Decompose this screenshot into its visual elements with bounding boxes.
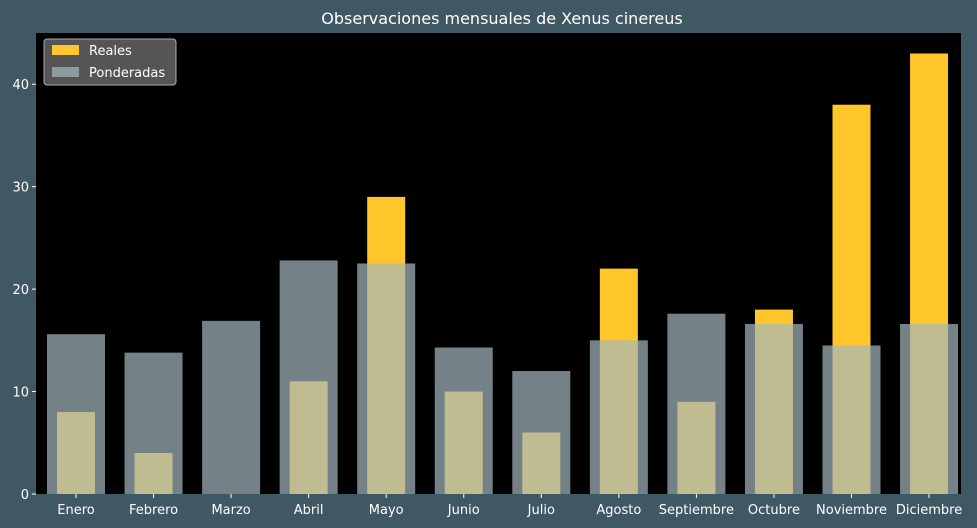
y-tick-label: 40 (12, 78, 29, 93)
bar-ponderadas-diciembre (900, 323, 959, 494)
y-tick-label: 20 (12, 283, 29, 298)
x-tick-label: Noviembre (816, 503, 887, 518)
legend-label-reales: Reales (89, 44, 132, 59)
x-tick-label: Marzo (211, 503, 250, 518)
legend-label-ponderadas: Ponderadas (89, 66, 165, 81)
x-tick-label: Febrero (129, 503, 178, 518)
bar-ponderadas-enero (47, 334, 105, 494)
y-axis: 0 10 20 30 40 (12, 78, 36, 503)
legend-swatch-reales (52, 45, 79, 55)
y-tick-label: 10 (12, 386, 29, 401)
y-tick-label: 30 (12, 181, 29, 196)
x-tick-label: Enero (57, 503, 95, 518)
bar-ponderadas-julio (512, 371, 571, 494)
bar-ponderadas-abril (279, 260, 338, 494)
x-tick-label: Septiembre (659, 503, 734, 518)
series-ponderadas (47, 260, 959, 494)
x-tick-label: Mayo (369, 503, 404, 518)
legend-swatch-ponderadas (52, 67, 79, 77)
bar-ponderadas-junio (434, 347, 493, 494)
x-tick-label: Julio (527, 503, 555, 518)
bar-ponderadas-mayo (357, 263, 416, 494)
bar-ponderadas-septiembre (667, 313, 726, 494)
bar-ponderadas-febrero (124, 352, 183, 494)
bar-ponderadas-agosto (589, 340, 648, 494)
x-tick-label: Octubre (748, 503, 800, 518)
legend: Reales Ponderadas (43, 38, 177, 86)
bar-ponderadas-noviembre (822, 345, 881, 494)
x-tick-label: Abril (294, 503, 324, 518)
x-tick-label: Junio (447, 503, 480, 518)
x-tick-label: Diciembre (896, 503, 962, 518)
plot-area (36, 33, 961, 494)
bar-ponderadas-octubre (744, 323, 803, 494)
x-tick-label: Agosto (596, 503, 641, 518)
bar-ponderadas-marzo (202, 320, 261, 494)
x-axis: Enero Febrero Marzo Abril Mayo Junio Julio Agos… (57, 494, 962, 518)
chart-title: Observaciones mensuales de Xenus cinereu… (321, 9, 682, 28)
y-tick-label: 0 (21, 488, 29, 503)
